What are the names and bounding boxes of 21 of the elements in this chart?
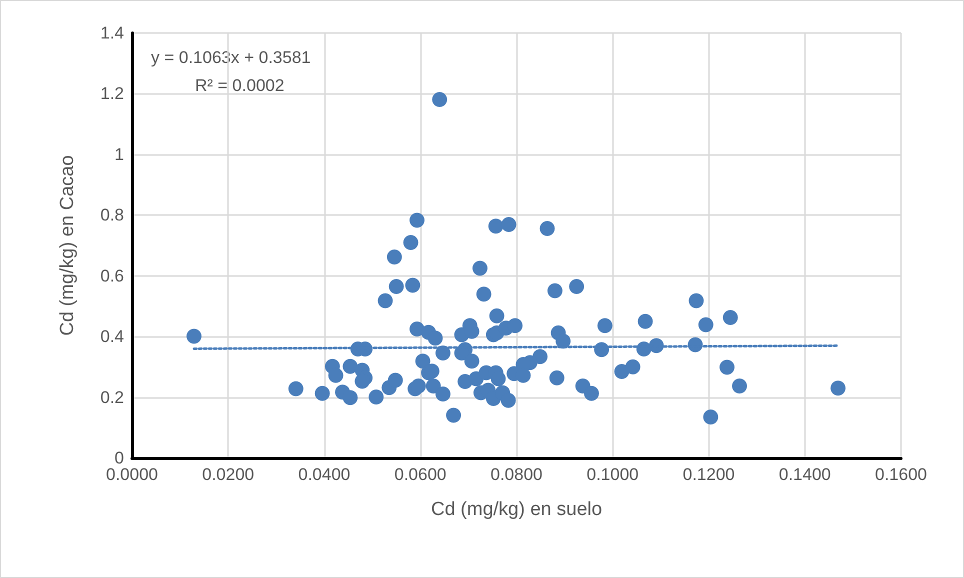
x-tick-label: 0.1600 (875, 465, 927, 484)
x-tick-label: 0.0000 (106, 465, 158, 484)
x-tick-label: 0.1000 (586, 465, 639, 484)
x-axis-title: Cd (mg/kg) en suelo (430, 499, 602, 520)
x-tick-label: 0.0800 (490, 465, 542, 484)
annotation: R² = 0.0002 (195, 76, 284, 95)
y-tick-label: 0.6 (100, 266, 124, 286)
annotation: y = 0.1063x + 0.3581 (151, 48, 311, 67)
x-tick-label: 0.0200 (202, 465, 254, 484)
y-tick-label: 0 (114, 448, 124, 468)
y-tick-label: 1.4 (100, 24, 124, 42)
y-tick-label: 0.4 (100, 327, 124, 346)
y-tick-label: 1.2 (100, 84, 124, 104)
y-tick-label: 0.2 (100, 388, 124, 407)
y-axis-title: Cd (mg/kg) en Cacao (57, 155, 78, 336)
x-tick-label: 0.1200 (682, 465, 735, 484)
x-tick-label: 0.0400 (298, 465, 350, 484)
y-tick-label: 0.8 (100, 206, 124, 225)
x-tick-label: 0.1400 (778, 465, 831, 484)
x-tick-label: 0.0600 (394, 465, 446, 484)
y-tick-label: 1 (114, 144, 124, 164)
